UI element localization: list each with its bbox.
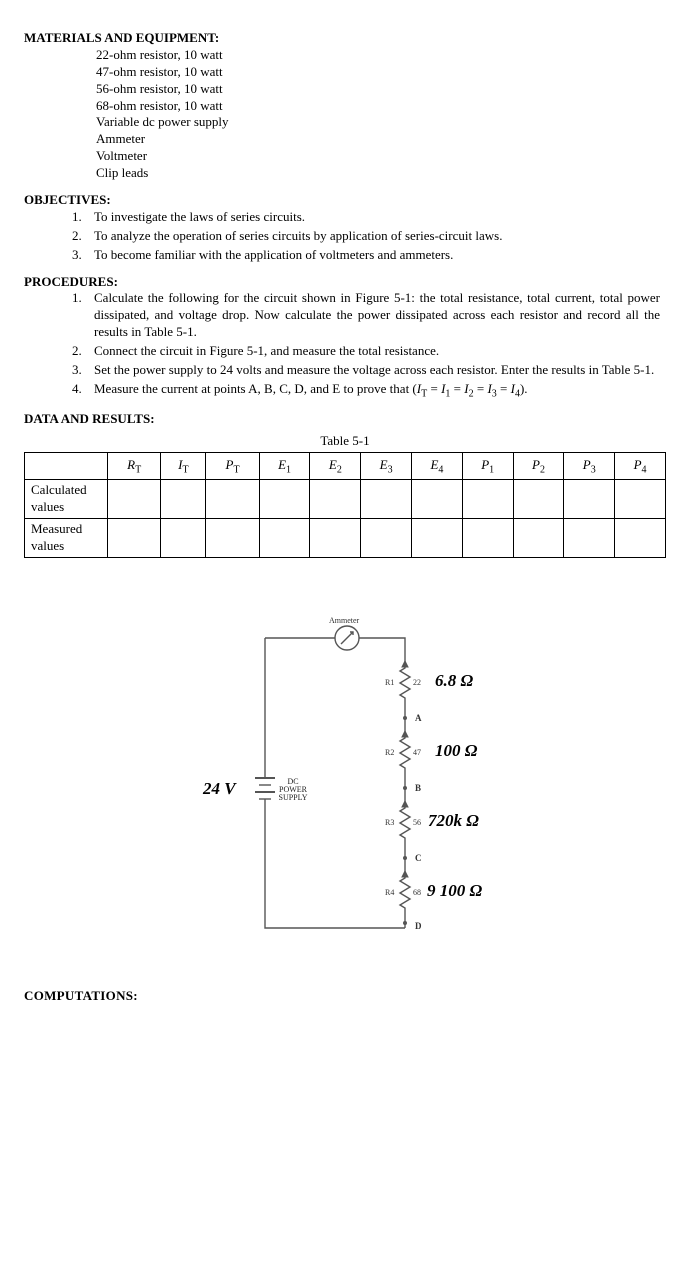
supply-label: DC POWER SUPPLY: [273, 778, 313, 802]
proc-num: 4.: [72, 381, 94, 401]
col-header: RT: [108, 453, 161, 480]
table-cell: [310, 480, 361, 519]
objectives-list: 1.To investigate the laws of series circ…: [24, 209, 666, 264]
table-cell: [513, 519, 564, 558]
table-cell: [108, 480, 161, 519]
table-cell: [361, 480, 412, 519]
table-cell: [615, 519, 666, 558]
blank-space: [24, 1005, 666, 1265]
computations-header: COMPUTATIONS:: [24, 988, 666, 1005]
r1-ref: R1: [385, 678, 394, 688]
table-row: Calculated values: [25, 480, 666, 519]
table-cell: [259, 519, 310, 558]
materials-header: MATERIALS AND EQUIPMENT:: [24, 30, 666, 47]
table-row: Measured values: [25, 519, 666, 558]
col-header: E4: [412, 453, 463, 480]
table-cell: [161, 519, 206, 558]
proc-text: Set the power supply to 24 volts and mea…: [94, 362, 660, 379]
table-cell: [206, 519, 259, 558]
col-header: E1: [259, 453, 310, 480]
proc-text: Measure the current at points A, B, C, D…: [94, 381, 660, 401]
table-cell: [161, 480, 206, 519]
materials-list: 22-ohm resistor, 10 watt 47-ohm resistor…: [24, 47, 666, 182]
obj-text: To investigate the laws of series circui…: [94, 209, 666, 226]
r4-printed: 68: [413, 888, 421, 898]
col-header: P2: [513, 453, 564, 480]
r3-ref: R3: [385, 818, 394, 828]
materials-item: 56-ohm resistor, 10 watt: [96, 81, 666, 98]
circuit-diagram: Ammeter 24 V DC POWER SUPPLY R1 22 6.8 Ω…: [145, 588, 545, 958]
row-label: Measured values: [25, 519, 108, 558]
r1-hand: 6.8 Ω: [435, 670, 473, 692]
obj-text: To analyze the operation of series circu…: [94, 228, 666, 245]
proc-num: 2.: [72, 343, 94, 360]
ammeter-label: Ammeter: [329, 616, 359, 626]
obj-num: 1.: [72, 209, 94, 226]
table-header-row: RT IT PT E1 E2 E3 E4 P1 P2 P3 P4: [25, 453, 666, 480]
table-cell: [615, 480, 666, 519]
procedures-list: 1.Calculate the following for the circui…: [24, 290, 666, 400]
node-b: B: [415, 783, 421, 795]
r1-printed: 22: [413, 678, 421, 688]
obj-num: 3.: [72, 247, 94, 264]
col-header: E3: [361, 453, 412, 480]
col-header: P4: [615, 453, 666, 480]
materials-item: 68-ohm resistor, 10 watt: [96, 98, 666, 115]
table-cell: [310, 519, 361, 558]
data-results-header: DATA AND RESULTS:: [24, 411, 666, 428]
materials-item: Variable dc power supply: [96, 114, 666, 131]
table-cell: [412, 519, 463, 558]
r4-ref: R4: [385, 888, 394, 898]
proc-text: Calculate the following for the circuit …: [94, 290, 660, 341]
table-cell: [206, 480, 259, 519]
row-label: Calculated values: [25, 480, 108, 519]
node-c: C: [415, 853, 422, 865]
node-d: D: [415, 921, 422, 933]
col-header: IT: [161, 453, 206, 480]
col-header: P1: [462, 453, 513, 480]
supply-line: SUPPLY: [273, 794, 313, 802]
proc-text: Connect the circuit in Figure 5-1, and m…: [94, 343, 660, 360]
table-cell: [564, 480, 615, 519]
materials-item: Voltmeter: [96, 148, 666, 165]
r2-hand: 100 Ω: [435, 740, 477, 762]
table-cell: [513, 480, 564, 519]
r4-hand: 9 100 Ω: [427, 880, 482, 902]
proc-num: 1.: [72, 290, 94, 341]
table-cell: [361, 519, 412, 558]
r2-printed: 47: [413, 748, 421, 758]
materials-item: 47-ohm resistor, 10 watt: [96, 64, 666, 81]
table-cell: [564, 519, 615, 558]
obj-text: To become familiar with the application …: [94, 247, 666, 264]
r2-ref: R2: [385, 748, 394, 758]
r3-hand: 720k Ω: [428, 810, 479, 832]
circuit-svg: [145, 588, 545, 958]
table-cell: [462, 480, 513, 519]
col-header: PT: [206, 453, 259, 480]
materials-item: Clip leads: [96, 165, 666, 182]
table-corner: [25, 453, 108, 480]
procedures-header: PROCEDURES:: [24, 274, 666, 291]
materials-item: Ammeter: [96, 131, 666, 148]
obj-num: 2.: [72, 228, 94, 245]
objectives-header: OBJECTIVES:: [24, 192, 666, 209]
table-cell: [412, 480, 463, 519]
col-header: E2: [310, 453, 361, 480]
supply-voltage-hand: 24 V: [203, 778, 236, 800]
col-header: P3: [564, 453, 615, 480]
table-title: Table 5-1: [24, 433, 666, 450]
node-a: A: [415, 713, 422, 725]
r3-printed: 56: [413, 818, 421, 828]
materials-item: 22-ohm resistor, 10 watt: [96, 47, 666, 64]
table-cell: [108, 519, 161, 558]
proc-num: 3.: [72, 362, 94, 379]
table-cell: [259, 480, 310, 519]
table-cell: [462, 519, 513, 558]
results-table: RT IT PT E1 E2 E3 E4 P1 P2 P3 P4 Calcula…: [24, 452, 666, 558]
